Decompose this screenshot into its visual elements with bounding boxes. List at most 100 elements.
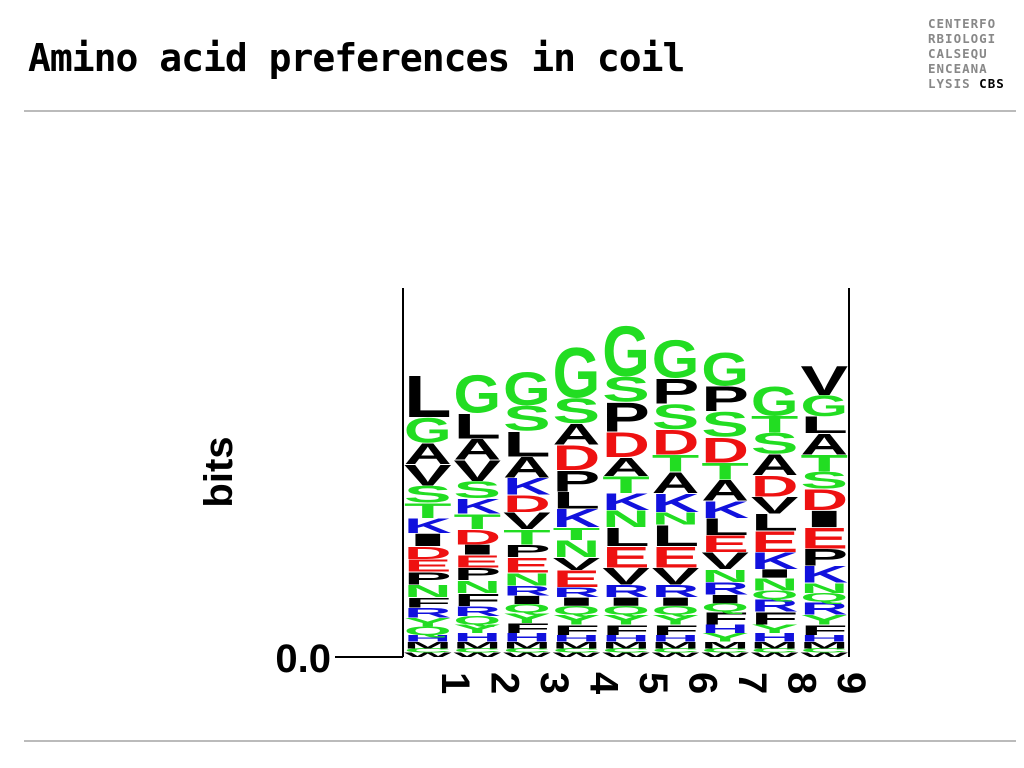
logo-letter: I — [602, 595, 650, 608]
header-rule — [24, 110, 1016, 112]
logo-letter: V — [751, 492, 799, 519]
logo-letter: D — [800, 483, 848, 516]
logo-letter: P — [503, 541, 551, 561]
logo-letter: V — [800, 358, 848, 404]
logo-letter: E — [652, 540, 700, 573]
logo-letter: F — [800, 622, 848, 638]
logo-letter: M — [751, 640, 799, 651]
logo-letter: S — [454, 477, 502, 504]
logo-letter: R — [454, 603, 502, 619]
logo-letter: C — [652, 647, 700, 654]
logo-letter: I — [751, 567, 799, 580]
logo-letter: N — [454, 577, 502, 597]
logo-letter: F — [503, 620, 551, 636]
logo-letter: I — [404, 530, 452, 550]
logo-letter: W — [404, 652, 452, 659]
logo-letter: Q — [602, 603, 650, 616]
logo-letter: G — [454, 366, 502, 425]
logo: CENTERFO RBIOLOGI CALSEQU ENCEANA LYSIS … — [928, 16, 1005, 91]
logo-letter: K — [701, 497, 749, 524]
logo-letter: S — [602, 370, 650, 409]
logo-letter: A — [800, 428, 848, 461]
x-tick-label: 6 — [681, 672, 725, 694]
logo-letter: T — [800, 450, 848, 477]
logo-letter: H — [751, 631, 799, 644]
logo-letter: Y — [701, 631, 749, 644]
y-axis-label: bits — [197, 436, 241, 507]
logo-letter: Y — [404, 615, 452, 628]
logo-letter: P — [701, 380, 749, 419]
x-tick-label: 4 — [581, 672, 625, 695]
logo-letter: D — [602, 426, 650, 465]
logo-letter: Q — [652, 603, 700, 616]
logo-letter: V — [553, 554, 601, 574]
logo-letter: H — [701, 622, 749, 635]
logo-letter: E — [553, 566, 601, 593]
logo-letter: S — [701, 405, 749, 444]
logo-letter: M — [553, 640, 601, 651]
logo-letter: G — [751, 379, 799, 425]
logo-letter: Y — [553, 612, 601, 628]
logo-text: LYSIS — [928, 76, 971, 91]
logo-letter: N — [503, 569, 551, 589]
logo-letter: E — [751, 525, 799, 558]
logo-letter: L — [751, 509, 799, 536]
logo-letter: V — [701, 548, 749, 575]
x-tick-label: 3 — [532, 672, 576, 694]
logo-letter: G — [652, 331, 700, 390]
logo-letter: L — [454, 407, 502, 446]
logo-letter: S — [751, 427, 799, 460]
y-tick-label: 0.0 — [275, 637, 331, 681]
logo-letter: Q — [553, 603, 601, 616]
logo-letter: R — [503, 583, 551, 599]
logo-letter: G — [553, 334, 601, 414]
logo-letter: T — [503, 525, 551, 549]
logo-letter: N — [602, 506, 650, 533]
logo-letter: V — [652, 563, 700, 590]
logo-letter: K — [503, 473, 551, 500]
logo-letter: A — [701, 474, 749, 507]
logo-letter: P — [602, 395, 650, 441]
logo-letter: H — [503, 631, 551, 644]
logo-letter: P — [652, 372, 700, 411]
logo-letter: S — [503, 399, 551, 438]
x-tick-label: 5 — [631, 672, 675, 694]
logo-letter: Q — [751, 588, 799, 601]
logo-letter: R — [652, 581, 700, 601]
logo-letter: D — [553, 439, 601, 478]
logo-letter: P — [404, 568, 452, 588]
logo-letter: I — [454, 542, 502, 558]
logo-line: LYSIS CBS — [928, 76, 1005, 91]
logo-letter: D — [503, 491, 551, 518]
logo-letter: K — [404, 514, 452, 538]
logo-letter: V — [454, 454, 502, 487]
logo-letter: R — [701, 579, 749, 599]
logo-letter: H — [652, 633, 700, 644]
logo-letter: E — [701, 531, 749, 558]
logo-letter: D — [454, 525, 502, 549]
logo-letter: V — [503, 508, 551, 535]
logo-letter: F — [454, 590, 502, 610]
logo-letter: C — [454, 647, 502, 654]
logo-letter: W — [503, 652, 551, 659]
logo-letter: F — [701, 609, 749, 629]
x-tick-label: 2 — [482, 672, 526, 694]
logo-letter: L — [701, 514, 749, 541]
logo-letter: N — [553, 536, 601, 563]
logo-letter: A — [454, 433, 502, 466]
logo-letter: G — [701, 343, 749, 396]
logo-letter: W — [701, 652, 749, 659]
logo-letter: D — [701, 431, 749, 470]
logo-letter: G — [800, 389, 848, 422]
slide-title: Amino acid preferences in coil — [28, 36, 685, 80]
logo-letter: A — [652, 466, 700, 499]
logo-letter: F — [602, 622, 650, 638]
logo-letter: W — [751, 652, 799, 659]
logo-letter: W — [800, 652, 848, 659]
logo-letter: E — [602, 540, 650, 573]
logo-letter: Y — [454, 622, 502, 635]
logo-letter: E — [404, 556, 452, 576]
logo-letter: P — [800, 544, 848, 571]
